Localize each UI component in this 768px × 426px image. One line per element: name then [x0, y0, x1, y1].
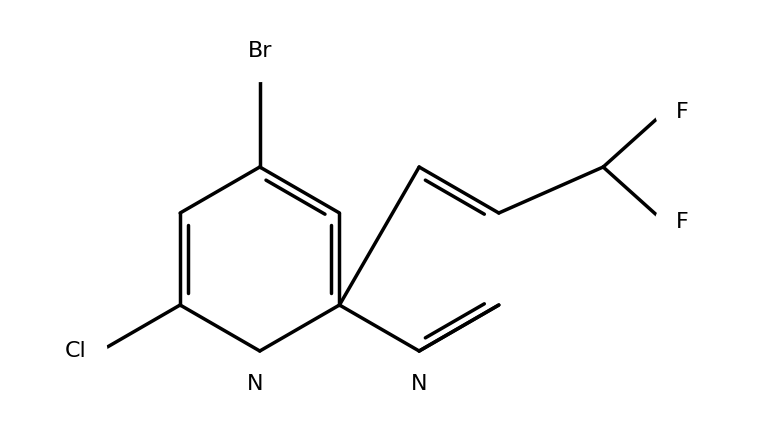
Text: F: F [676, 102, 688, 122]
Circle shape [240, 41, 280, 81]
Circle shape [655, 202, 696, 242]
Text: N: N [411, 374, 428, 394]
Text: F: F [676, 212, 688, 232]
Circle shape [66, 331, 107, 371]
Text: Cl: Cl [65, 341, 87, 361]
Text: N: N [247, 374, 263, 394]
Text: Br: Br [247, 41, 272, 61]
Circle shape [399, 354, 439, 394]
Circle shape [655, 92, 696, 132]
Circle shape [235, 354, 276, 394]
